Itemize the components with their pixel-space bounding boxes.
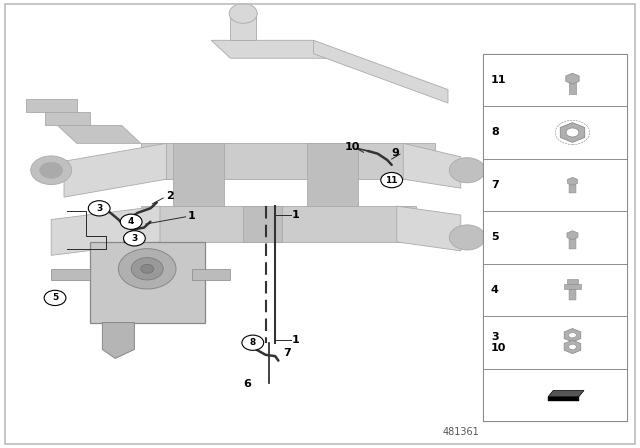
Text: 11: 11	[491, 75, 506, 85]
Polygon shape	[51, 206, 160, 255]
Circle shape	[381, 172, 403, 188]
Text: 1: 1	[292, 336, 300, 345]
Circle shape	[44, 290, 66, 306]
Polygon shape	[564, 328, 580, 342]
Bar	[548, 396, 579, 401]
FancyBboxPatch shape	[483, 54, 627, 106]
Polygon shape	[64, 143, 166, 197]
Text: 4: 4	[128, 217, 134, 226]
Polygon shape	[102, 323, 134, 358]
Polygon shape	[141, 206, 416, 242]
Text: 10: 10	[344, 142, 360, 152]
FancyBboxPatch shape	[483, 106, 627, 159]
Polygon shape	[211, 40, 333, 58]
Text: 2: 2	[166, 191, 173, 201]
FancyBboxPatch shape	[483, 369, 627, 421]
Bar	[51, 269, 90, 280]
Polygon shape	[548, 390, 584, 396]
Text: 9: 9	[392, 148, 399, 158]
Text: 5: 5	[52, 293, 58, 302]
Polygon shape	[141, 143, 435, 179]
Bar	[192, 269, 230, 280]
Polygon shape	[58, 125, 141, 143]
Circle shape	[566, 128, 579, 137]
Polygon shape	[243, 206, 282, 242]
Circle shape	[449, 225, 485, 250]
Polygon shape	[314, 40, 448, 103]
Circle shape	[31, 156, 72, 185]
FancyBboxPatch shape	[483, 159, 627, 211]
FancyBboxPatch shape	[483, 316, 627, 369]
FancyBboxPatch shape	[483, 54, 627, 421]
Circle shape	[131, 258, 163, 280]
Bar	[568, 279, 578, 284]
Bar	[564, 284, 581, 289]
Bar	[569, 238, 577, 250]
Text: 5: 5	[491, 233, 499, 242]
Text: 11: 11	[385, 176, 398, 185]
Polygon shape	[403, 143, 461, 188]
Text: 3: 3	[96, 204, 102, 213]
Text: 7: 7	[283, 348, 291, 358]
Bar	[569, 81, 577, 95]
Circle shape	[141, 264, 154, 273]
Text: 3
10: 3 10	[491, 332, 506, 353]
Polygon shape	[90, 242, 205, 323]
Circle shape	[569, 332, 577, 338]
Polygon shape	[564, 340, 580, 353]
Text: 7: 7	[491, 180, 499, 190]
Polygon shape	[560, 123, 585, 142]
Polygon shape	[567, 231, 578, 240]
Text: 4: 4	[491, 285, 499, 295]
Text: 6: 6	[243, 379, 251, 389]
Polygon shape	[173, 143, 224, 206]
Circle shape	[229, 4, 257, 23]
Text: 8: 8	[491, 128, 499, 138]
Polygon shape	[45, 112, 90, 125]
Circle shape	[242, 335, 264, 350]
Circle shape	[40, 162, 63, 178]
Bar	[569, 289, 577, 300]
Circle shape	[569, 344, 577, 349]
Circle shape	[120, 214, 142, 229]
FancyBboxPatch shape	[483, 264, 627, 316]
Text: 1: 1	[292, 210, 300, 220]
Polygon shape	[397, 206, 461, 251]
Circle shape	[124, 231, 145, 246]
Circle shape	[88, 201, 110, 216]
Text: 3: 3	[131, 234, 138, 243]
Polygon shape	[568, 177, 577, 185]
Text: 1: 1	[188, 211, 196, 221]
Text: 8: 8	[250, 338, 256, 347]
Polygon shape	[26, 99, 77, 112]
Text: 481361: 481361	[442, 427, 479, 437]
Circle shape	[118, 249, 176, 289]
Circle shape	[449, 158, 485, 183]
Bar	[570, 184, 576, 193]
Polygon shape	[566, 73, 579, 84]
FancyBboxPatch shape	[483, 211, 627, 264]
Polygon shape	[230, 13, 256, 40]
Polygon shape	[307, 143, 358, 206]
